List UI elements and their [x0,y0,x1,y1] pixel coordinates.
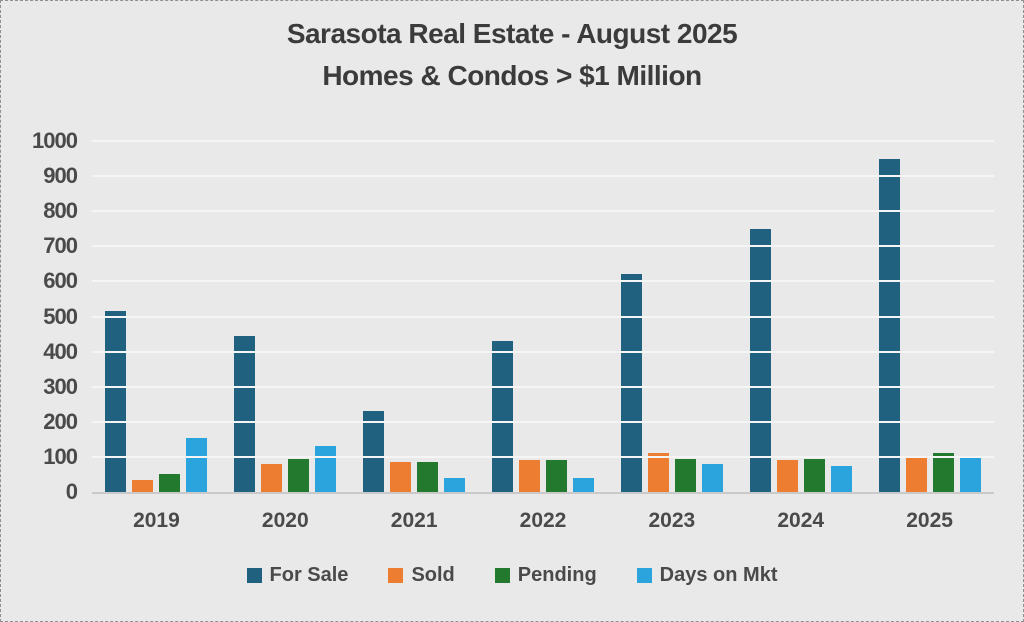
bar-pending-2019 [159,474,181,492]
bar-pending-2022 [546,460,567,492]
gridline-1000 [92,140,994,142]
y-axis-label-900: 900 [43,163,78,189]
y-axis-label-0: 0 [65,479,78,504]
legend-swatch-days-on-mkt [636,568,652,583]
bar-group-2021 [350,141,479,492]
x-axis-label-2024: 2024 [777,509,825,532]
legend-swatch-pending [494,568,510,583]
bar-group-2022 [479,141,608,492]
bar-group-2020 [221,141,350,492]
y-axis-label-600: 600 [43,268,78,294]
bar-days-on-mkt-2022 [573,477,594,492]
bar-pending-2024 [803,458,825,492]
gridline-300 [92,385,994,388]
gridline-500 [92,315,994,318]
x-axis-label-2020: 2020 [261,509,309,532]
chart-title-line1: Sarasota Real Estate - August 2025 [286,18,738,49]
bar-days-on-mkt-2023 [701,463,723,492]
bar-groups [92,141,994,492]
gridline-400 [92,350,994,353]
legend-item-days-on-mkt: Days on Mkt [636,564,778,587]
legend-label-for-sale: For Sale [269,564,349,586]
bar-for-sale-2019 [105,311,127,492]
legend-item-sold: Sold [388,564,455,587]
plot-area [92,140,994,494]
legend: For Sale Sold Pending Days on Mkt [1,564,1023,587]
bar-for-sale-2022 [492,341,513,492]
x-axis-line [92,492,994,494]
bar-pending-2020 [288,458,310,492]
bar-group-2023 [607,141,736,492]
x-axis-label-2025: 2025 [906,509,953,532]
bar-sold-2024 [776,460,798,492]
legend-item-for-sale: For Sale [246,564,349,587]
legend-label-pending: Pending [517,564,597,586]
y-axis-label-500: 500 [43,303,78,329]
gridline-600 [92,280,994,283]
gridline-200 [92,420,994,423]
bar-for-sale-2021 [363,411,385,492]
bar-sold-2021 [390,462,412,492]
bar-days-on-mkt-2019 [186,437,208,492]
bar-days-on-mkt-2021 [444,477,466,492]
legend-item-pending: Pending [494,564,597,587]
gridline-800 [92,210,994,213]
x-axis-label-2019: 2019 [133,509,180,532]
legend-label-sold: Sold [411,564,455,586]
bar-for-sale-2023 [620,274,642,492]
x-axis-label-2021: 2021 [390,509,438,532]
y-axis-label-700: 700 [43,233,78,259]
bar-group-2025 [865,141,994,492]
y-axis-label-100: 100 [43,443,78,469]
bar-group-2024 [736,141,865,492]
bar-for-sale-2024 [749,228,771,492]
bar-sold-2019 [132,479,154,492]
legend-swatch-for-sale [246,568,262,583]
bar-for-sale-2025 [878,158,900,492]
bar-pending-2025 [932,453,954,492]
x-axis-label-2023: 2023 [648,509,696,532]
chart-title-line2: Homes & Condos > $1 Million [322,60,702,91]
chart-title: Sarasota Real Estate - August 2025 Homes… [1,13,1023,97]
bar-pending-2021 [417,462,439,492]
y-axis-label-400: 400 [43,338,78,364]
y-axis-label-300: 300 [43,373,78,399]
bar-sold-2022 [519,460,540,492]
bar-days-on-mkt-2025 [959,456,981,492]
y-axis-label-800: 800 [43,198,78,224]
bar-sold-2025 [905,456,927,492]
y-axis-label-200: 200 [43,408,78,434]
gridline-700 [92,245,994,248]
bar-group-2019 [92,141,221,492]
bar-pending-2023 [674,458,696,492]
legend-swatch-sold [388,568,404,583]
y-axis-label-1000: 1000 [32,128,78,153]
gridline-900 [92,175,994,178]
bar-days-on-mkt-2024 [830,465,852,492]
bar-sold-2023 [647,453,669,492]
gridline-100 [92,455,994,458]
legend-label-days-on-mkt: Days on Mkt [659,564,778,586]
x-axis: 2019 2020 2021 2022 2023 2024 2025 [92,509,994,533]
bar-days-on-mkt-2020 [315,446,337,492]
x-axis-label-2022: 2022 [519,509,567,532]
bar-sold-2020 [261,463,283,492]
bar-for-sale-2020 [234,335,256,492]
